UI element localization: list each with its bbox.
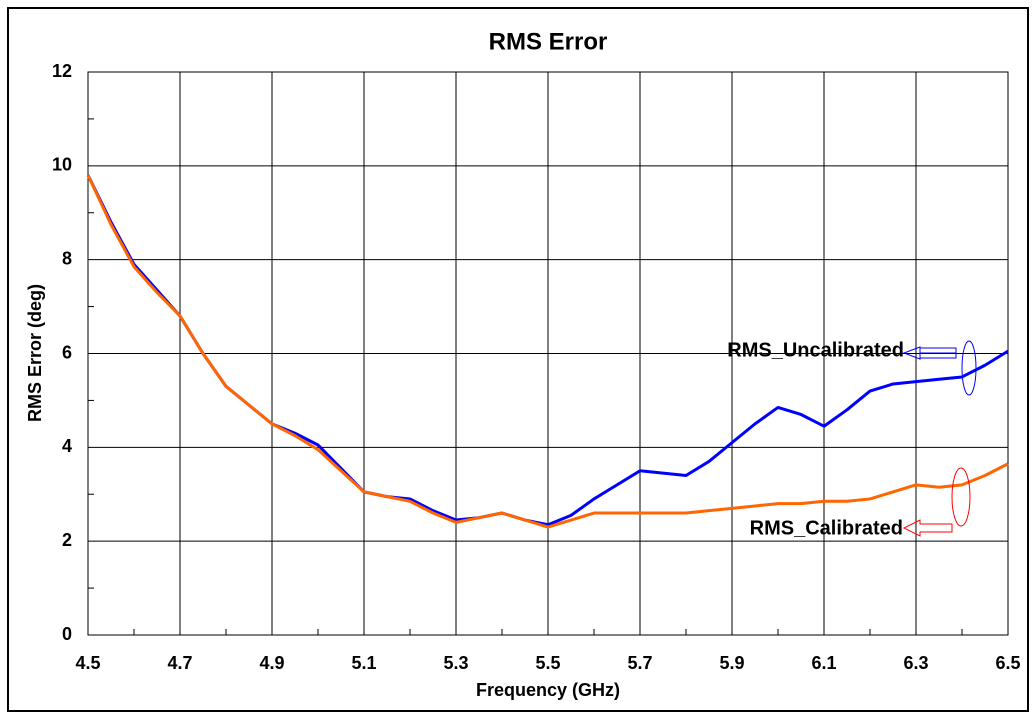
x-tick-label: 5.3 bbox=[443, 653, 468, 673]
y-tick-label: 2 bbox=[62, 530, 72, 550]
y-tick-label: 4 bbox=[62, 436, 72, 456]
x-tick-label: 5.7 bbox=[627, 653, 652, 673]
x-tick-label: 6.3 bbox=[903, 653, 928, 673]
ellipse bbox=[961, 340, 977, 396]
x-tick-label: 4.7 bbox=[167, 653, 192, 673]
x-tick-label: 6.5 bbox=[995, 653, 1020, 673]
y-tick-label: 10 bbox=[52, 155, 72, 175]
series-label: RMS_Uncalibrated bbox=[727, 339, 904, 361]
y-tick-label: 0 bbox=[62, 624, 72, 644]
x-tick-label: 5.9 bbox=[719, 653, 744, 673]
y-tick-label: 12 bbox=[52, 61, 72, 81]
x-tick-label: 5.5 bbox=[535, 653, 560, 673]
x-tick-label: 5.1 bbox=[351, 653, 376, 673]
series-label: RMS_Calibrated bbox=[750, 517, 903, 539]
y-axis-title: RMS Error (deg) bbox=[25, 284, 45, 422]
y-tick-label: 8 bbox=[62, 248, 72, 268]
x-axis-title: Frequency (GHz) bbox=[476, 680, 620, 700]
chart-title: RMS Error bbox=[489, 28, 608, 55]
x-tick-label: 4.5 bbox=[75, 653, 100, 673]
ellipse bbox=[951, 467, 971, 527]
x-tick-label: 4.9 bbox=[259, 653, 284, 673]
y-tick-label: 6 bbox=[62, 342, 72, 362]
arrow bbox=[902, 346, 957, 360]
arrow bbox=[902, 519, 953, 537]
annotation-shapes bbox=[902, 340, 977, 537]
series-line bbox=[86, 174, 1009, 529]
x-tick-label: 6.1 bbox=[811, 653, 836, 673]
